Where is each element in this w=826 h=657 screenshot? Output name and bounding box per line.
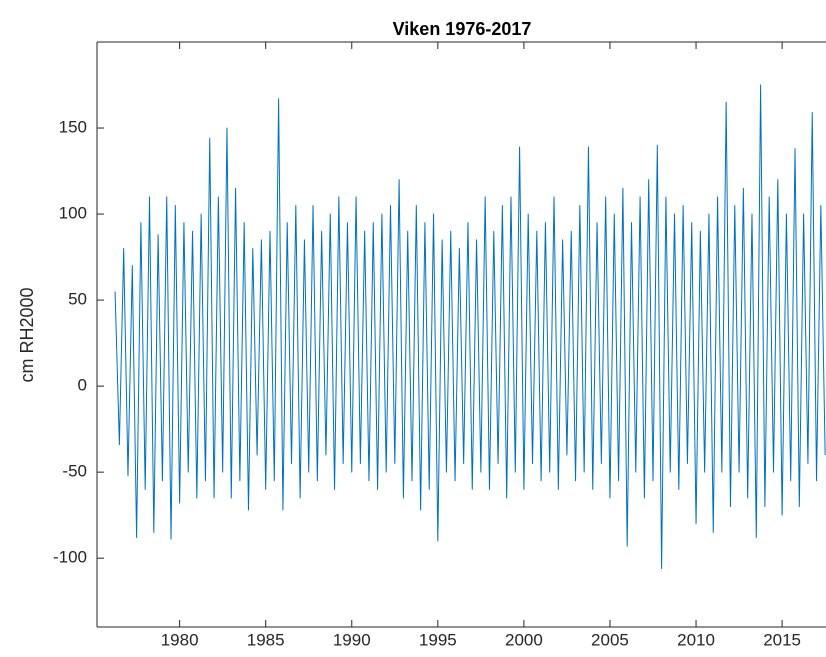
x-tick-label: 2015 bbox=[763, 630, 801, 649]
y-tick-label: 50 bbox=[68, 290, 87, 309]
x-tick-label: 2000 bbox=[505, 630, 543, 649]
y-tick-label: -50 bbox=[62, 462, 87, 481]
x-tick-label: 1985 bbox=[247, 630, 285, 649]
x-tick-label: 1995 bbox=[419, 630, 457, 649]
y-tick-label: 100 bbox=[59, 204, 87, 223]
x-tick-label: 1990 bbox=[333, 630, 371, 649]
y-axis-label: cm RH2000 bbox=[17, 287, 37, 382]
data-line bbox=[114, 84, 826, 569]
y-tick-label: 0 bbox=[78, 376, 87, 395]
y-tick-label: 150 bbox=[59, 118, 87, 137]
y-tick-label: -100 bbox=[53, 548, 87, 567]
chart-title: Viken 1976-2017 bbox=[393, 19, 532, 39]
x-tick-label: 1980 bbox=[161, 630, 199, 649]
x-tick-label: 2010 bbox=[677, 630, 715, 649]
x-tick-label: 2005 bbox=[591, 630, 629, 649]
